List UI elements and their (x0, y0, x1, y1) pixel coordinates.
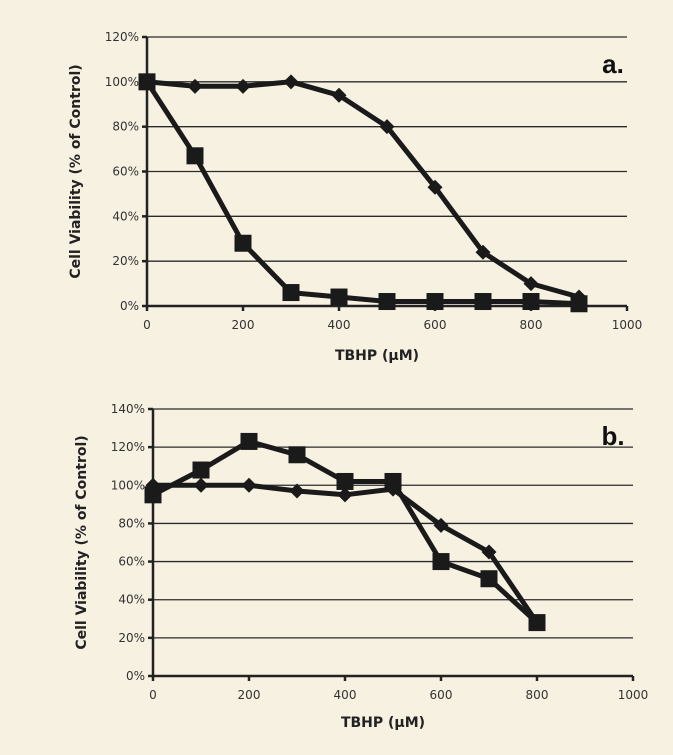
data-point-square (426, 293, 444, 311)
panel-label: a. (602, 49, 624, 79)
series-line-square (150, 438, 540, 626)
y-tick-label: 120% (111, 440, 145, 454)
data-point-square (336, 472, 354, 490)
data-point-diamond (523, 276, 539, 292)
chart-panel-a: 0% 20% 40% 60% 80% 100% 120% 0 200 400 600 800 1000 T… (68, 30, 642, 364)
data-point-square (474, 293, 492, 311)
y-tick-label: 40% (112, 209, 139, 223)
data-point-diamond (193, 477, 209, 493)
data-point-square (522, 293, 540, 311)
data-point-square (144, 486, 162, 504)
data-point-square (186, 147, 204, 165)
y-axis-title: Cell Viability (% of Control) (74, 435, 90, 649)
x-tick-label: 0 (149, 688, 157, 702)
data-point-diamond (475, 244, 491, 260)
series-line-square (144, 79, 582, 307)
data-point-square (480, 570, 498, 588)
data-point-diamond (481, 544, 497, 560)
y-tick-label: 120% (105, 30, 139, 44)
x-tick-label: 0 (143, 318, 151, 332)
data-point-square (432, 553, 450, 571)
data-point-diamond (337, 487, 353, 503)
x-tick-label: 200 (238, 688, 261, 702)
x-tick-label: 600 (424, 318, 447, 332)
chart-panel-b: 0% 20% 40% 60% 80% 100% 120% 140% 0 200 400 600 800 1… (74, 402, 648, 731)
y-tick-label: 80% (112, 120, 139, 134)
y-tick-label: 20% (118, 631, 145, 645)
data-point-diamond (235, 78, 251, 94)
x-tick-label: 800 (526, 688, 549, 702)
x-tick-label: 400 (334, 688, 357, 702)
x-tick-label: 800 (520, 318, 543, 332)
y-tick-label: 100% (111, 478, 145, 492)
x-axis-title: TBHP (μM) (341, 715, 425, 731)
x-axis-title: TBHP (μM) (335, 348, 419, 364)
x-tick-label: 1000 (618, 688, 649, 702)
data-point-square (240, 432, 258, 450)
data-point-diamond (283, 74, 299, 90)
y-tick-label: 60% (112, 165, 139, 179)
y-axis-title: Cell Viability (% of Control) (68, 64, 84, 278)
data-point-diamond (187, 78, 203, 94)
y-tick-label: 40% (118, 593, 145, 607)
panel-label: b. (601, 421, 624, 451)
y-tick-label: 140% (111, 402, 145, 416)
data-point-diamond (529, 615, 545, 631)
y-tick-label: 80% (118, 516, 145, 530)
data-point-diamond (427, 179, 443, 195)
x-tick-label: 1000 (612, 318, 643, 332)
data-point-diamond (379, 119, 395, 135)
data-point-diamond (145, 477, 161, 493)
y-tick-label: 100% (105, 75, 139, 89)
series-line-diamond (144, 79, 582, 300)
series-line-diamond (150, 482, 540, 626)
data-point-square (192, 461, 210, 479)
data-point-diamond (289, 483, 305, 499)
data-point-diamond (385, 481, 401, 497)
data-point-diamond (139, 74, 155, 90)
y-tick-label: 0% (126, 669, 145, 683)
y-tick-label: 60% (118, 555, 145, 569)
data-point-square (282, 284, 300, 302)
data-point-square (288, 446, 306, 464)
data-point-diamond (241, 477, 257, 493)
y-tick-label: 20% (112, 254, 139, 268)
data-point-diamond (331, 87, 347, 103)
data-point-square (384, 472, 402, 490)
x-tick-label: 600 (430, 688, 453, 702)
data-point-square (234, 234, 252, 252)
data-point-square (378, 293, 396, 311)
x-tick-label: 400 (328, 318, 351, 332)
x-tick-label: 200 (232, 318, 255, 332)
data-point-diamond (571, 289, 587, 305)
data-point-diamond (433, 517, 449, 533)
data-point-square (330, 288, 348, 306)
y-tick-label: 0% (120, 299, 139, 313)
